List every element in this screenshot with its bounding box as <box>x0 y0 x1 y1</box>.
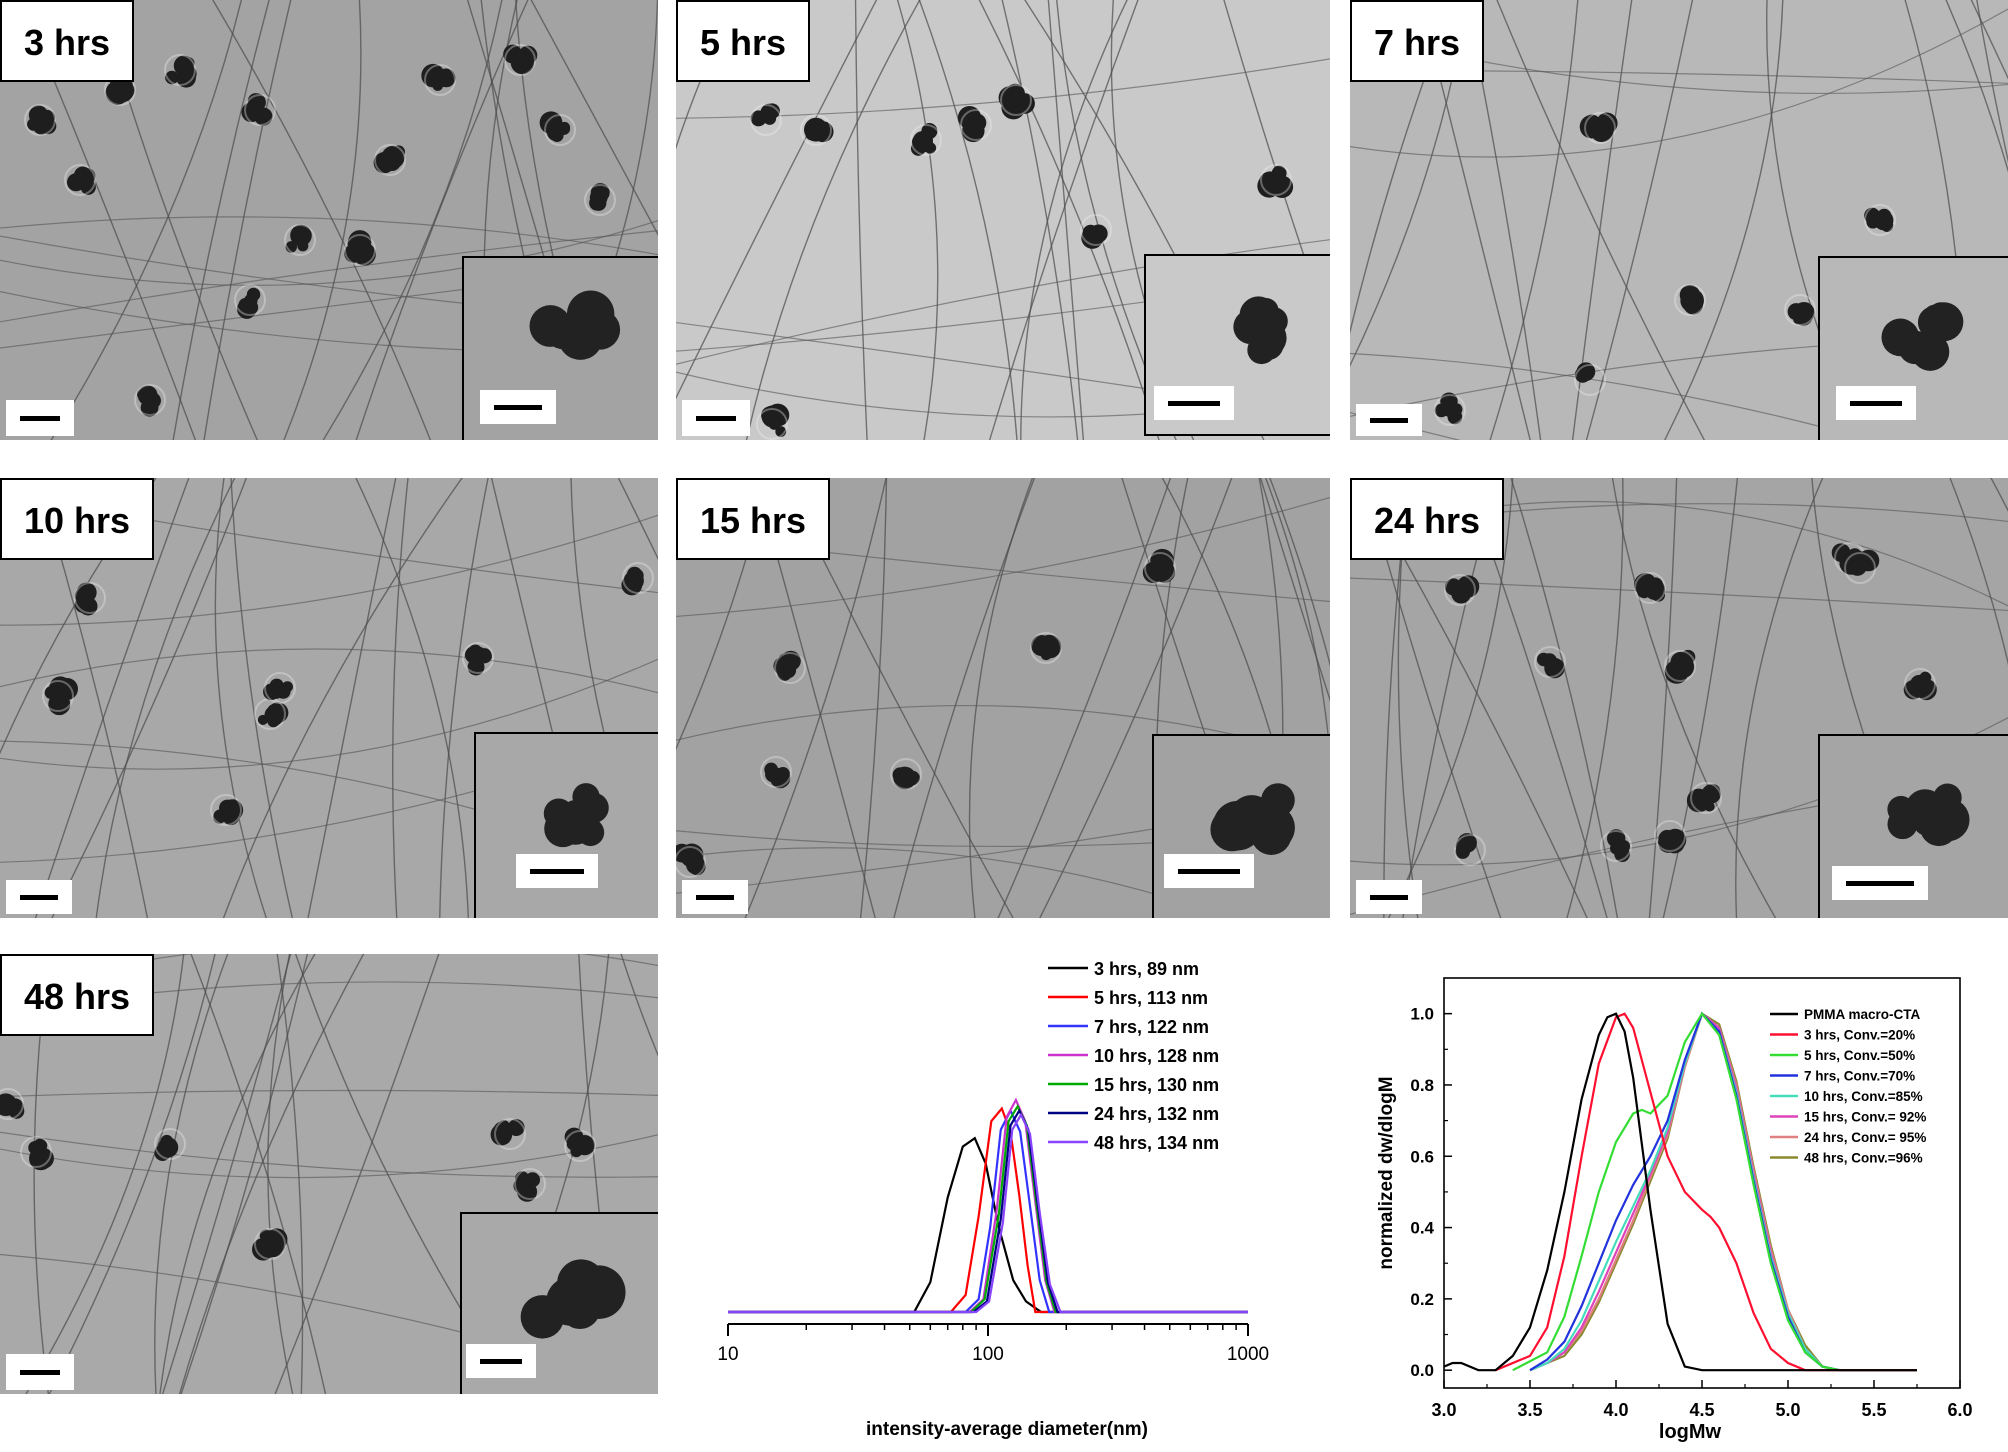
tem-micrograph-image <box>676 0 1330 440</box>
scale-bar <box>682 880 748 914</box>
time-label: 10 hrs <box>0 478 155 560</box>
inset-particle-image <box>1233 296 1288 365</box>
gpc-legend-label: 48 hrs, Conv.=96% <box>1804 1151 1923 1166</box>
gpc-x-tick-label: 5.0 <box>1775 1400 1800 1420</box>
inset-particle-image <box>520 1259 626 1339</box>
inset-scale-bar <box>480 390 556 424</box>
dls-legend: 3 hrs, 89 nm 5 hrs, 113 nm 7 hrs, 122 nm 10… <box>1048 959 1219 1153</box>
inset-scale-bar <box>1154 386 1234 420</box>
gpc-x-tick-label: 5.5 <box>1861 1400 1886 1420</box>
gpc-legend-label: 7 hrs, Conv.=70% <box>1804 1069 1915 1084</box>
gpc-y-axis: 0.0 0.2 0.4 0.6 0.8 1.0 <box>1410 1005 1452 1380</box>
inset-scale-bar <box>516 854 598 888</box>
gpc-legend-label: 3 hrs, Conv.=20% <box>1804 1028 1915 1043</box>
dls-legend-label: 5 hrs, 113 nm <box>1094 988 1208 1008</box>
inset-scale-bar <box>1164 854 1254 888</box>
gpc-y-tick-label: 1.0 <box>1410 1005 1434 1024</box>
gpc-legend: PMMA macro-CTA 3 hrs, Conv.=20% 5 hrs, Con… <box>1770 1007 1926 1166</box>
dls-x-tick-label: 1000 <box>1227 1344 1269 1365</box>
inset-scale-bar <box>1832 866 1928 900</box>
dls-legend-label: 3 hrs, 89 nm <box>1094 959 1199 979</box>
dls-x-axis: 10 100 1000 <box>717 1323 1269 1365</box>
gpc-molecular-weight-chart: 3.0 3.5 4.0 4.5 5.0 5.5 6.0 0.0 0.2 0.4 0.6 0.8 1.0… <box>1376 977 1973 1443</box>
gpc-y-tick-label: 0.6 <box>1410 1147 1434 1166</box>
time-label: 3 hrs <box>0 0 135 82</box>
inset-particle-image <box>529 290 621 360</box>
tem-panel: 5 hrs <box>676 0 1330 440</box>
gpc-legend-label: 15 hrs, Conv.= 92% <box>1804 1110 1926 1125</box>
tem-panel: 48 hrs <box>0 954 658 1394</box>
gpc-x-axis-label: logMw <box>1659 1421 1722 1443</box>
scale-bar <box>6 880 72 914</box>
dls-x-axis-label: intensity-average diameter(nm) <box>866 1419 1148 1440</box>
dls-plot-area <box>728 1097 1248 1314</box>
dls-series-line <box>728 1136 1248 1314</box>
dls-legend-label: 7 hrs, 122 nm <box>1094 1017 1209 1037</box>
gpc-series-line <box>1512 1011 1917 1372</box>
time-label: 48 hrs <box>0 954 155 1036</box>
gpc-x-tick-label: 4.0 <box>1603 1400 1628 1420</box>
scale-bar <box>1356 880 1422 914</box>
inset-particle-image <box>543 783 609 848</box>
tem-panel: 15 hrs <box>676 478 1330 918</box>
dls-x-tick-label: 10 <box>717 1344 738 1365</box>
gpc-x-tick-label: 4.5 <box>1689 1400 1714 1420</box>
dls-legend-label: 48 hrs, 134 nm <box>1094 1133 1219 1153</box>
dls-legend-label: 24 hrs, 132 nm <box>1094 1104 1219 1124</box>
gpc-legend-label: 24 hrs, Conv.= 95% <box>1804 1130 1926 1145</box>
gpc-series-line <box>1529 1011 1917 1372</box>
gpc-y-axis-label: normalized dw/dlogM <box>1376 1076 1397 1269</box>
inset-particle-image <box>1881 302 1964 371</box>
dls-series-line <box>728 1104 1248 1314</box>
gpc-legend-label: PMMA macro-CTA <box>1804 1007 1921 1022</box>
time-label: 7 hrs <box>1350 0 1485 82</box>
gpc-legend-label: 5 hrs, Conv.=50% <box>1804 1048 1915 1063</box>
inset-particle-image <box>1887 783 1970 847</box>
scale-bar <box>6 400 74 436</box>
time-label: 5 hrs <box>676 0 811 82</box>
gpc-y-tick-label: 0.4 <box>1410 1219 1434 1238</box>
dls-series-line <box>728 1106 1248 1314</box>
gpc-y-tick-label: 0.0 <box>1410 1361 1434 1380</box>
dls-size-distribution-chart: 10 100 1000 intensity-average diameter(nm)… <box>717 959 1269 1440</box>
tem-panel: 24 hrs <box>1350 478 2008 918</box>
gpc-x-tick-label: 6.0 <box>1947 1400 1972 1420</box>
tem-panel: 3 hrs <box>0 0 658 440</box>
gpc-y-tick-label: 0.8 <box>1410 1076 1434 1095</box>
magnified-inset <box>474 732 658 918</box>
tem-micrograph-image <box>0 954 658 1394</box>
tem-micrograph-image <box>1350 478 2008 918</box>
dls-series-line <box>728 1108 1248 1314</box>
tem-panel: 7 hrs <box>1350 0 2008 440</box>
gpc-series-line <box>1495 1012 1917 1372</box>
dls-legend-label: 10 hrs, 128 nm <box>1094 1046 1219 1066</box>
scale-bar <box>682 400 750 436</box>
inset-scale-bar <box>466 1344 536 1378</box>
dls-legend-label: 15 hrs, 130 nm <box>1094 1075 1219 1095</box>
scale-bar <box>6 1354 74 1390</box>
gpc-x-tick-label: 3.0 <box>1431 1400 1456 1420</box>
gpc-series-line <box>1443 1012 1917 1372</box>
gpc-y-tick-label: 0.2 <box>1410 1290 1434 1309</box>
magnified-inset <box>1152 734 1330 918</box>
inset-scale-bar <box>1836 386 1916 420</box>
dls-series-line <box>728 1112 1248 1314</box>
tem-panel: 10 hrs <box>0 478 658 918</box>
scale-bar <box>1356 404 1422 436</box>
time-label: 24 hrs <box>1350 478 1505 560</box>
dls-x-tick-label: 100 <box>972 1344 1004 1365</box>
magnified-inset <box>462 256 658 440</box>
gpc-plot-area <box>1443 977 1961 1389</box>
inset-particle-image <box>1210 783 1295 855</box>
gpc-legend-label: 10 hrs, Conv.=85% <box>1804 1089 1923 1104</box>
time-label: 15 hrs <box>676 478 831 560</box>
gpc-x-tick-label: 3.5 <box>1517 1400 1542 1420</box>
gpc-x-axis: 3.0 3.5 4.0 4.5 5.0 5.5 6.0 <box>1431 1380 1973 1420</box>
